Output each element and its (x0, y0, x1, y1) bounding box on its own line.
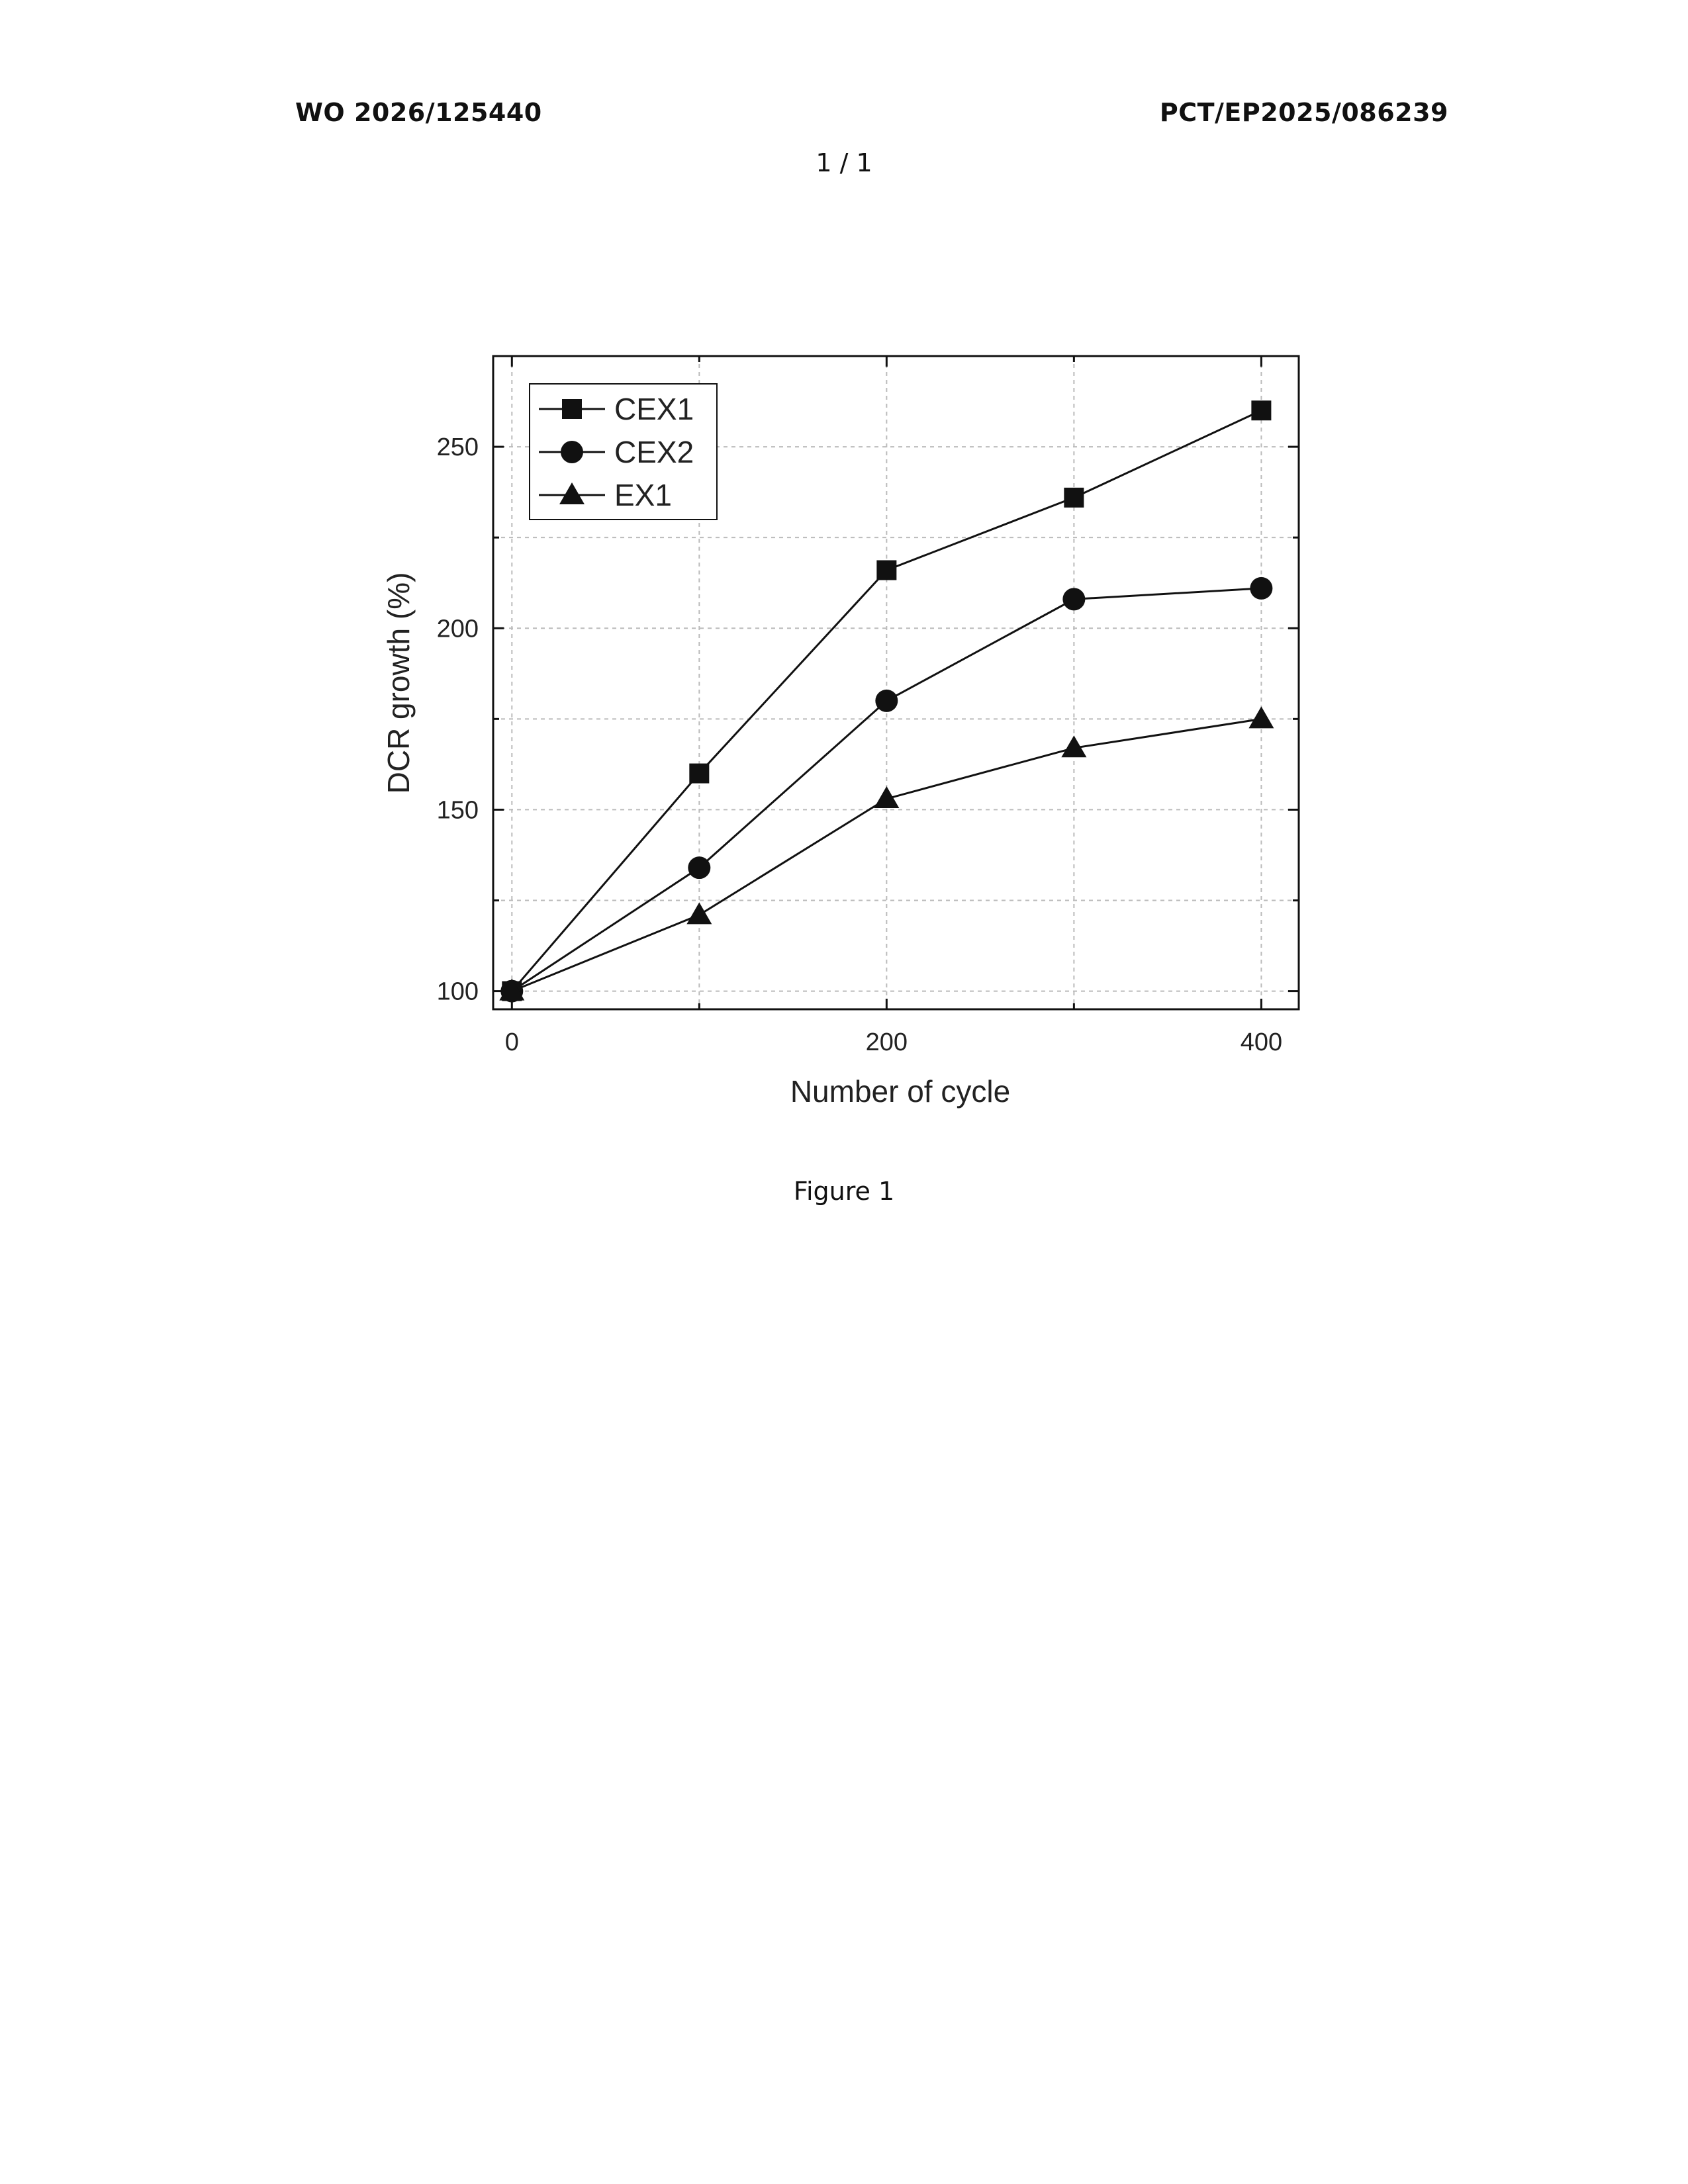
data-point-ex1 (499, 978, 525, 1001)
legend: CEX1 CEX2 EX1 (529, 383, 718, 520)
publication-number: WO 2026/125440 (295, 98, 542, 127)
series (499, 400, 1274, 1003)
data-point-cex2 (688, 856, 711, 880)
legend-marker-cex2 (561, 441, 583, 463)
x-tick-label: 200 (866, 1028, 908, 1056)
data-point-cex2 (1250, 576, 1273, 600)
x-axis-label: Number of cycle (790, 1074, 1010, 1109)
data-point-cex2 (875, 689, 898, 712)
legend-label-cex1: CEX1 (614, 392, 694, 426)
figure-caption: Figure 1 (793, 1177, 895, 1206)
legend-marker-cex1 (562, 399, 582, 419)
data-point-cex2 (1062, 588, 1086, 611)
data-point-ex1 (1061, 735, 1087, 758)
data-point-ex1 (1248, 706, 1274, 729)
dcr-growth-chart: 0 200 400 100 150 200 250 CEX1 CEX2 EX1 DCR grow… (381, 355, 1300, 1109)
plot-frame (492, 355, 1300, 1011)
series-line-ex1 (511, 717, 1262, 992)
application-number: PCT/EP2025/086239 (1159, 98, 1448, 127)
legend-label-ex1: EX1 (614, 478, 672, 512)
y-tick-label: 250 (437, 433, 479, 461)
x-tick-label: 400 (1241, 1028, 1282, 1056)
y-tick-label: 150 (437, 796, 479, 824)
legend-marker-ex1 (559, 482, 585, 504)
y-axis-label: DCR growth (%) (381, 572, 416, 794)
data-point-ex1 (874, 786, 900, 808)
x-tick-label: 0 (505, 1028, 519, 1056)
axis-ticks: 0 200 400 100 150 200 250 (437, 356, 1299, 1056)
page-number: 1 / 1 (816, 148, 872, 177)
data-point-cex1 (876, 560, 897, 580)
legend-label-cex2: CEX2 (614, 435, 694, 469)
grid (493, 356, 1299, 1009)
data-point-cex1 (1251, 400, 1272, 421)
y-tick-label: 200 (437, 615, 479, 643)
data-point-cex1 (689, 763, 710, 784)
data-point-ex1 (686, 902, 712, 925)
y-tick-label: 100 (437, 978, 479, 1006)
data-point-cex1 (1064, 487, 1084, 508)
